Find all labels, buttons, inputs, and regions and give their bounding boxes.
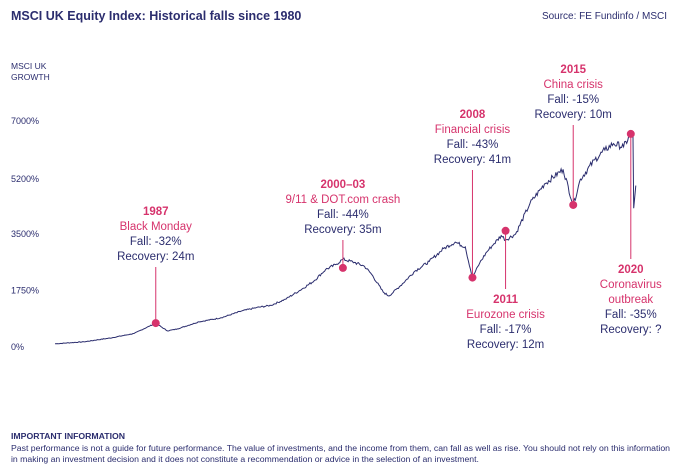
annotation-year: 2015 [560, 64, 587, 76]
line-chart: 7000% 5200% 3500% 1750% 0% [11, 116, 637, 352]
annotation-name: outbreak [608, 294, 654, 306]
annotation-label: 2011 Eurozone crisis Fall: -17% Recovery: 1… [466, 293, 545, 353]
annotation-recovery: Recovery: ? [600, 324, 662, 336]
info-heading: IMPORTANT INFORMATION [11, 431, 126, 441]
y-tick-label: 0% [11, 342, 24, 352]
annotation-year: 1987 [142, 206, 169, 218]
annotation-label: 2015 China crisis Fall: -15% Recovery: 10m [535, 63, 612, 123]
y-tick-label: 5200% [11, 174, 39, 184]
chart-title: MSCI UK Equity Index: Historical falls s… [11, 9, 302, 23]
annotation-fall: Fall: -43% [446, 139, 499, 151]
y-tick-label: 1750% [11, 286, 39, 296]
source-label: Source: FE Fundinfo / MSCI [541, 11, 667, 22]
annotation-label: 1987 Black Monday Fall: -32% Recovery: 24m [117, 205, 194, 265]
annotation-fall: Fall: -35% [604, 309, 657, 321]
annotation-fall: Fall: -17% [479, 324, 532, 336]
y-tick-label: 3500% [11, 229, 39, 239]
annotation-fall: Fall: -44% [316, 209, 369, 221]
annotation-year: 2000–03 [320, 179, 366, 191]
event-marker [151, 319, 160, 328]
series-line [54, 132, 637, 345]
important-information: IMPORTANT INFORMATION Past performance i… [11, 431, 671, 466]
annotation-name: Financial crisis [434, 124, 511, 136]
annotation-fall: Fall: -32% [129, 236, 182, 248]
annotation-label: 2008 Financial crisis Fall: -43% Recovery: … [434, 108, 511, 168]
y-tick-label: 7000% [11, 116, 39, 126]
info-text: Past performance is not a guide for futu… [11, 442, 670, 465]
event-marker [468, 273, 477, 282]
event-marker [626, 129, 635, 138]
event-marker [338, 263, 347, 272]
annotation-name: Coronavirus [599, 279, 662, 291]
y-axis-label: MSCI UK GROWTH [11, 61, 50, 82]
annotation-fall: Fall: -15% [547, 94, 600, 106]
event-marker [569, 200, 578, 209]
annotation-label: 2020 Coronavirus outbreak Fall: -35% Recover… [600, 263, 662, 338]
annotation-recovery: Recovery: 41m [433, 154, 512, 166]
annotation-year: 2020 [618, 264, 644, 276]
annotation-recovery: Recovery: 35m [304, 224, 382, 236]
annotation-name: Black Monday [119, 221, 192, 233]
annotation-name: China crisis [543, 79, 603, 91]
annotation-recovery: Recovery: 12m [466, 339, 545, 351]
annotation-name: Eurozone crisis [466, 309, 545, 321]
annotation-year: 2008 [459, 109, 486, 121]
annotation-label: 2000–03 9/11 & DOT.com crash Fall: -44% Rec… [285, 178, 400, 238]
annotation-recovery: Recovery: 10m [534, 109, 612, 121]
annotation-year: 2011 [493, 294, 519, 306]
annotation-name: 9/11 & DOT.com crash [285, 194, 401, 206]
event-marker [501, 226, 510, 235]
annotation-recovery: Recovery: 24m [117, 251, 195, 263]
